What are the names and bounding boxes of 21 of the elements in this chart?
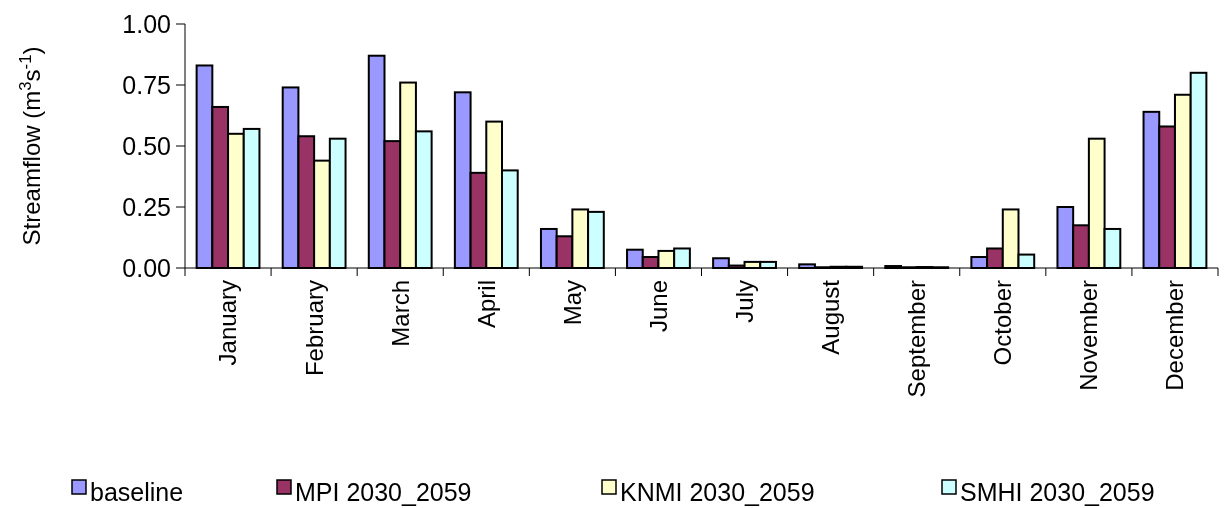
x-tick-label: March (386, 280, 414, 347)
legend-label: baseline (90, 477, 184, 506)
legend-label: SMHI 2030_2059 (960, 477, 1155, 506)
y-tick-label: 0.25 (122, 192, 171, 221)
x-tick-label: September (903, 280, 931, 398)
x-tick-label: July (730, 280, 758, 323)
legend-label: MPI 2030_2059 (295, 477, 472, 506)
x-tick-label: February (300, 280, 328, 377)
legend-label: KNMI 2030_2059 (620, 477, 815, 506)
y-tick-label: 1.00 (122, 9, 171, 38)
y-tick-label: 0.75 (122, 70, 171, 99)
y-tick-label: 0.50 (122, 131, 171, 160)
x-tick-label: June (644, 280, 672, 333)
y-tick-label: 0.00 (122, 253, 171, 282)
x-tick-label: January (214, 280, 242, 366)
x-tick-label: August (817, 279, 845, 355)
x-tick-label: November (1075, 280, 1103, 391)
x-tick-label: October (989, 280, 1017, 366)
x-tick-label: May (558, 280, 586, 326)
x-tick-label: April (472, 280, 500, 329)
x-tick-label: December (1161, 280, 1189, 391)
